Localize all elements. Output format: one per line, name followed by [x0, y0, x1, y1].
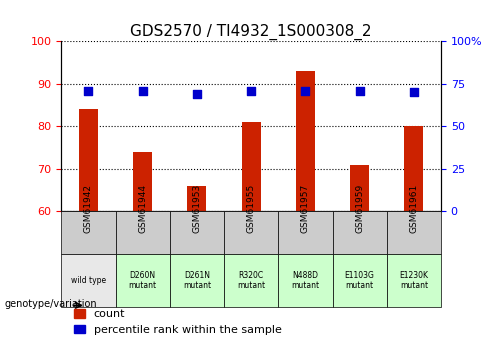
Point: [247, 88, 255, 93]
FancyBboxPatch shape: [278, 255, 333, 307]
FancyBboxPatch shape: [61, 211, 116, 255]
Point: [356, 88, 364, 93]
FancyBboxPatch shape: [333, 211, 387, 255]
Text: D261N
mutant: D261N mutant: [183, 271, 211, 290]
Text: GSM61961: GSM61961: [409, 184, 418, 234]
Text: E1230K
mutant: E1230K mutant: [399, 271, 428, 290]
FancyBboxPatch shape: [61, 255, 116, 307]
FancyBboxPatch shape: [224, 255, 278, 307]
Bar: [296, 71, 315, 211]
Bar: [133, 152, 152, 211]
Legend: count, percentile rank within the sample: count, percentile rank within the sample: [69, 305, 286, 339]
FancyBboxPatch shape: [278, 211, 333, 255]
Text: GSM61957: GSM61957: [301, 184, 310, 234]
FancyBboxPatch shape: [333, 255, 387, 307]
Point: [84, 88, 92, 93]
Text: N488D
mutant: N488D mutant: [292, 271, 319, 290]
Point: [410, 90, 418, 95]
Bar: [187, 186, 206, 211]
Point: [193, 91, 201, 97]
Bar: [350, 165, 369, 211]
Text: genotype/variation: genotype/variation: [5, 299, 98, 308]
Text: GSM61959: GSM61959: [355, 184, 364, 234]
FancyBboxPatch shape: [387, 255, 441, 307]
FancyBboxPatch shape: [170, 255, 224, 307]
Point: [301, 88, 309, 93]
Text: GSM61942: GSM61942: [84, 185, 93, 234]
FancyBboxPatch shape: [224, 211, 278, 255]
Text: GSM61944: GSM61944: [138, 185, 147, 234]
Title: GDS2570 / TI4932_1S000308_2: GDS2570 / TI4932_1S000308_2: [130, 24, 372, 40]
FancyBboxPatch shape: [387, 211, 441, 255]
Bar: [79, 109, 98, 211]
Text: R320C
mutant: R320C mutant: [237, 271, 265, 290]
Text: GSM61955: GSM61955: [246, 184, 256, 234]
FancyBboxPatch shape: [116, 255, 170, 307]
Bar: [404, 126, 423, 211]
Text: GSM61953: GSM61953: [193, 184, 201, 234]
FancyBboxPatch shape: [170, 211, 224, 255]
Text: wild type: wild type: [71, 276, 106, 285]
Point: [139, 88, 147, 93]
FancyBboxPatch shape: [116, 211, 170, 255]
Bar: [242, 122, 261, 211]
Text: E1103G
mutant: E1103G mutant: [344, 271, 374, 290]
Text: D260N
mutant: D260N mutant: [128, 271, 157, 290]
